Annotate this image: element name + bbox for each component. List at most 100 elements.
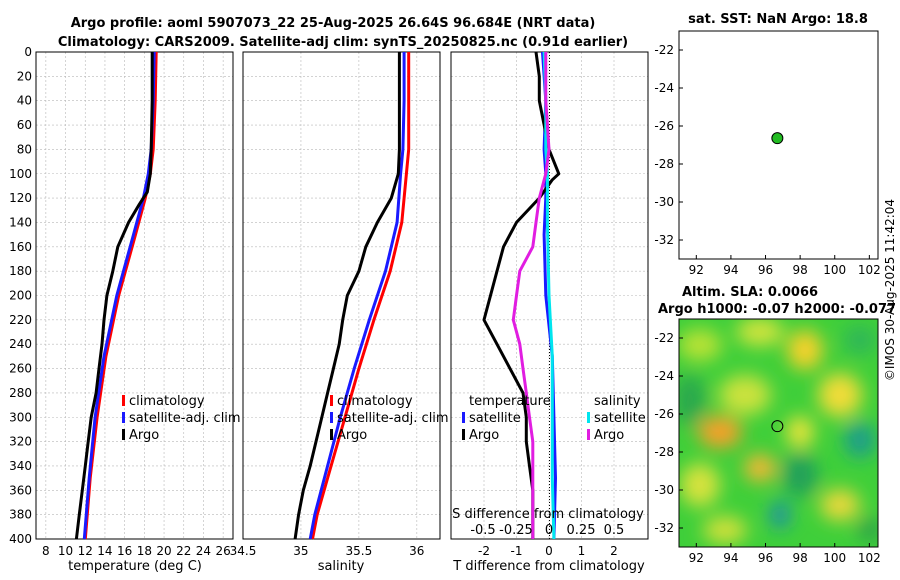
sst-map-title: sat. SST: NaN Argo: 18.8 bbox=[688, 12, 868, 27]
map-y-tick-label: -30 bbox=[654, 195, 674, 209]
temperature-xlabel: temperature (deg C) bbox=[68, 559, 202, 574]
map-x-tick-label: 100 bbox=[823, 551, 846, 565]
argo-location-marker bbox=[771, 420, 784, 433]
legend-swatch-argo bbox=[330, 429, 333, 440]
depth-tick-label: 360 bbox=[9, 483, 32, 497]
sla-map-frame bbox=[678, 318, 879, 548]
s-diff-tick-label: -0.5 bbox=[470, 523, 495, 538]
depth-tick-label: 300 bbox=[9, 410, 32, 424]
series-line-climatology bbox=[311, 52, 411, 540]
depth-tick-label: 380 bbox=[9, 508, 32, 522]
x-tick-label: 36 bbox=[409, 544, 424, 558]
series-line-t-argo bbox=[482, 51, 561, 539]
series-line-climatology bbox=[83, 51, 158, 540]
map-y-tick-label: -28 bbox=[654, 445, 674, 459]
map-x-tick-label: 92 bbox=[689, 551, 704, 565]
map-x-tick-label: 98 bbox=[792, 551, 807, 565]
series-line-argo bbox=[293, 52, 401, 540]
legend-label-climatology: climatology bbox=[337, 394, 413, 409]
sla-heatmap bbox=[679, 319, 878, 547]
sst-map-frame bbox=[678, 30, 879, 260]
depth-tick-label: 260 bbox=[9, 362, 32, 376]
depth-tick-label: 60 bbox=[17, 118, 32, 132]
map-x-tick-label: 92 bbox=[689, 263, 704, 277]
map-x-tick-label: 102 bbox=[858, 263, 881, 277]
legend-label-satellite: satellite-adj. clim bbox=[129, 411, 241, 426]
x-tick-label: 12 bbox=[78, 544, 93, 558]
series-line-s-satellite bbox=[542, 51, 556, 540]
map-x-tick-label: 96 bbox=[758, 551, 773, 565]
legend-label-t-satellite: satellite bbox=[469, 411, 521, 426]
map-x-tick-label: 102 bbox=[858, 551, 881, 565]
legend-label-s-argo: Argo bbox=[594, 428, 624, 443]
map-y-tick-label: -32 bbox=[654, 521, 674, 535]
map-y-tick-label: -24 bbox=[654, 369, 674, 383]
legend-label-argo: Argo bbox=[129, 428, 159, 443]
sla-map-panel: Altim. SLA: 0.0066 Argo h1000: -0.07 h20… bbox=[654, 285, 896, 565]
legend-label-s-satellite: satellite bbox=[594, 411, 646, 426]
legend-label-satellite: satellite-adj. clim bbox=[337, 411, 449, 426]
depth-tick-label: 280 bbox=[9, 386, 32, 400]
legend-label-climatology: climatology bbox=[129, 394, 205, 409]
legend-label-argo: Argo bbox=[337, 428, 367, 443]
salinity-axes-frame bbox=[242, 51, 441, 540]
figure-title-line1: Argo profile: aoml 5907073_22 25-Aug-202… bbox=[71, 16, 596, 31]
depth-tick-label: 220 bbox=[9, 313, 32, 327]
legend-title-temperature: temperature bbox=[469, 394, 551, 409]
sla-map-title-line2: Argo h1000: -0.07 h2000: -0.077 bbox=[658, 302, 896, 317]
x-tick-label: 35 bbox=[293, 544, 308, 558]
depth-tick-label: 200 bbox=[9, 289, 32, 303]
map-y-tick-label: -22 bbox=[654, 43, 674, 57]
x-tick-label: 24 bbox=[196, 544, 211, 558]
depth-tick-label: 40 bbox=[17, 94, 32, 108]
x-tick-label: 14 bbox=[97, 544, 112, 558]
temperature-panel: 8 10 12 14 16 18 20 22 24 26 0 20 40 60 80 100 120 140 16… bbox=[9, 45, 241, 574]
map-x-tick-label: 94 bbox=[723, 551, 738, 565]
legend-swatch-argo bbox=[122, 429, 125, 440]
x-tick-label: 22 bbox=[176, 544, 191, 558]
map-x-tick-label: 94 bbox=[723, 263, 738, 277]
series-line-s-argo bbox=[511, 52, 551, 539]
depth-tick-label: 400 bbox=[9, 532, 32, 546]
map-y-tick-label: -26 bbox=[654, 407, 674, 421]
salinity-panel: 34.5 35 35.5 36 salinity climatology satell… bbox=[230, 51, 449, 574]
depth-tick-label: 160 bbox=[9, 240, 32, 254]
x-tick-label: 1 bbox=[578, 544, 586, 558]
temperature-legend: climatology satellite-adj. clim Argo bbox=[122, 394, 241, 443]
legend-swatch-climatology bbox=[122, 395, 125, 406]
credit-text: ©IMOS 30-Aug-2025 11:42:04 bbox=[883, 199, 897, 381]
x-tick-label: 8 bbox=[42, 544, 50, 558]
map-x-tick-label: 100 bbox=[823, 263, 846, 277]
depth-tick-label: 80 bbox=[17, 142, 32, 156]
sst-map-panel: sat. SST: NaN Argo: 18.8 92 94 96 98 100 102 -… bbox=[654, 12, 880, 277]
map-y-tick-label: -30 bbox=[654, 483, 674, 497]
difference-xlabel: T difference from climatology bbox=[452, 559, 645, 574]
x-tick-label: 0 bbox=[545, 544, 553, 558]
map-x-tick-label: 96 bbox=[758, 263, 773, 277]
map-y-tick-label: -28 bbox=[654, 157, 674, 171]
s-diff-tick-label: 0.25 bbox=[567, 523, 596, 538]
depth-tick-label: 140 bbox=[9, 215, 32, 229]
x-tick-label: 34.5 bbox=[230, 544, 257, 558]
map-y-tick-label: -32 bbox=[654, 233, 674, 247]
depth-tick-label: 20 bbox=[17, 69, 32, 83]
argo-location-marker bbox=[771, 132, 784, 145]
map-y-tick-label: -24 bbox=[654, 81, 674, 95]
temperature-axes-frame bbox=[35, 51, 234, 540]
legend-swatch-t-satellite bbox=[462, 412, 465, 423]
depth-tick-label: 120 bbox=[9, 191, 32, 205]
depth-tick-label: 240 bbox=[9, 337, 32, 351]
sla-map-title-line1: Altim. SLA: 0.0066 bbox=[682, 285, 818, 300]
series-line-satellite-adj-clim bbox=[308, 52, 406, 540]
legend-swatch-climatology bbox=[330, 395, 333, 406]
difference-legend: temperature satellite Argo salinity sate… bbox=[462, 394, 646, 443]
difference-panel: -2 -1 0 1 2 S difference from climatology -0… bbox=[450, 51, 649, 574]
salinity-legend: climatology satellite-adj. clim Argo bbox=[330, 394, 449, 443]
depth-tick-label: 180 bbox=[9, 264, 32, 278]
x-tick-label: 16 bbox=[117, 544, 132, 558]
depth-tick-label: 340 bbox=[9, 459, 32, 473]
difference-top-label: S difference from climatology bbox=[452, 507, 644, 522]
legend-title-salinity: salinity bbox=[594, 394, 641, 409]
depth-tick-label: 0 bbox=[24, 45, 32, 59]
